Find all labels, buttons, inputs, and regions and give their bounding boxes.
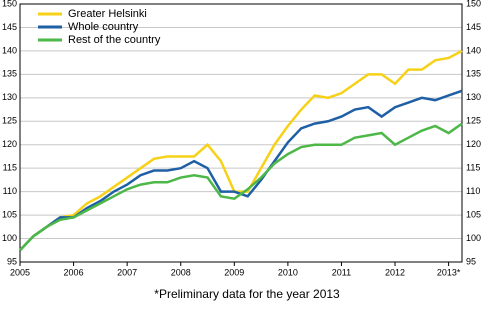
y-tick-label: 105 <box>2 209 17 219</box>
footnote: *Preliminary data for the year 2013 <box>154 287 340 301</box>
y-tick-label-right: 100 <box>466 233 481 243</box>
legend-label: Greater Helsinki <box>68 8 147 20</box>
y-tick-label-right: 95 <box>466 256 476 266</box>
y-tick-label-right: 105 <box>466 209 481 219</box>
x-tick-label: 2007 <box>117 267 137 277</box>
y-tick-label: 135 <box>2 69 17 79</box>
y-tick-label: 140 <box>2 45 17 55</box>
y-tick-label: 100 <box>2 233 17 243</box>
x-tick-label: 2011 <box>332 267 351 277</box>
y-tick-label-right: 130 <box>466 92 481 102</box>
series-line <box>19 89 463 252</box>
plot-frame <box>19 3 463 263</box>
x-tick-label: 2009 <box>224 267 244 277</box>
y-tick-label-right: 145 <box>466 22 481 32</box>
x-tick-label: 2012 <box>385 267 405 277</box>
y-tick-label: 125 <box>2 116 17 126</box>
y-tick-label-right: 140 <box>466 45 481 55</box>
y-tick-label-right: 110 <box>466 186 480 196</box>
series-line <box>19 122 463 252</box>
y-tick-label: 95 <box>7 256 17 266</box>
y-tick-label-right: 120 <box>466 139 481 149</box>
x-tick-label: 2013* <box>437 267 461 277</box>
y-tick-label-right: 115 <box>466 163 480 173</box>
y-tick-label: 145 <box>2 22 17 32</box>
y-tick-label: 115 <box>3 163 17 173</box>
y-tick-label: 120 <box>2 139 17 149</box>
y-tick-label-right: 150 <box>466 0 481 8</box>
x-tick-label: 2008 <box>171 267 191 277</box>
x-tick-label: 2010 <box>278 267 298 277</box>
y-tick-label-right: 125 <box>466 116 481 126</box>
x-tick-label: 2006 <box>64 267 84 277</box>
y-tick-label: 150 <box>2 0 17 8</box>
y-tick-label: 110 <box>3 186 17 196</box>
y-tick-label-right: 135 <box>466 69 481 79</box>
legend-label: Rest of the country <box>68 34 161 46</box>
x-tick-label: 2005 <box>10 267 30 277</box>
series-line <box>19 49 463 252</box>
legend-label: Whole country <box>68 21 139 33</box>
y-tick-label: 130 <box>2 92 17 102</box>
